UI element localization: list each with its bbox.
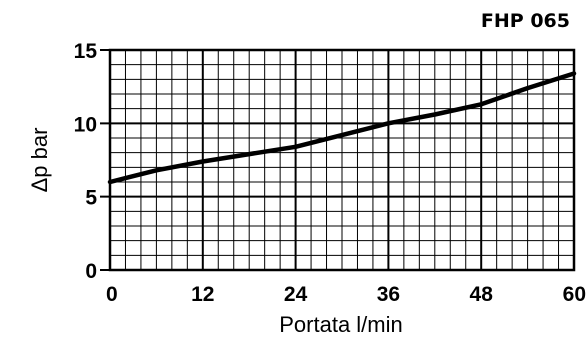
y-tick-label: 15: [74, 40, 98, 63]
x-tick-label: 60: [563, 283, 586, 306]
y-tick-label: 0: [85, 260, 97, 283]
y-axis-label: Δp bar: [27, 128, 52, 193]
y-tick-label: 5: [85, 187, 97, 210]
chart-grid: [100, 48, 576, 272]
chart-ticks: 0 12 24 36 48 60 0 5 10 15: [74, 40, 586, 306]
x-tick-label: 0: [106, 283, 118, 306]
plot-border: [108, 48, 576, 272]
chart-series: [107, 71, 577, 185]
x-tick-label: 48: [470, 283, 494, 306]
y-tick-label: 10: [74, 113, 97, 136]
x-tick-label: 24: [284, 283, 308, 306]
x-axis-label: Portata l/min: [279, 312, 403, 337]
x-tick-label: 36: [377, 283, 400, 306]
chart-title: FHP 065: [481, 10, 570, 32]
series-line: [107, 71, 577, 185]
x-tick-label: 12: [191, 283, 214, 306]
